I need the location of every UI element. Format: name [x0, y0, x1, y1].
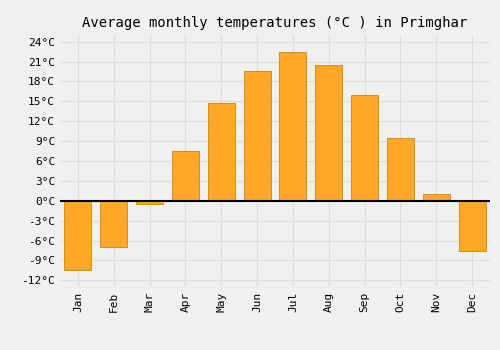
Bar [458, 201, 485, 251]
Bar [136, 201, 163, 204]
Bar [100, 201, 127, 247]
Bar [244, 71, 270, 201]
Bar [387, 138, 414, 201]
Title: Average monthly temperatures (°C ) in Primghar: Average monthly temperatures (°C ) in Pr… [82, 16, 468, 30]
Bar [423, 194, 450, 201]
Bar [280, 51, 306, 201]
Bar [172, 151, 199, 201]
Bar [351, 95, 378, 201]
Bar [208, 103, 234, 201]
Bar [316, 65, 342, 201]
Bar [64, 201, 92, 271]
